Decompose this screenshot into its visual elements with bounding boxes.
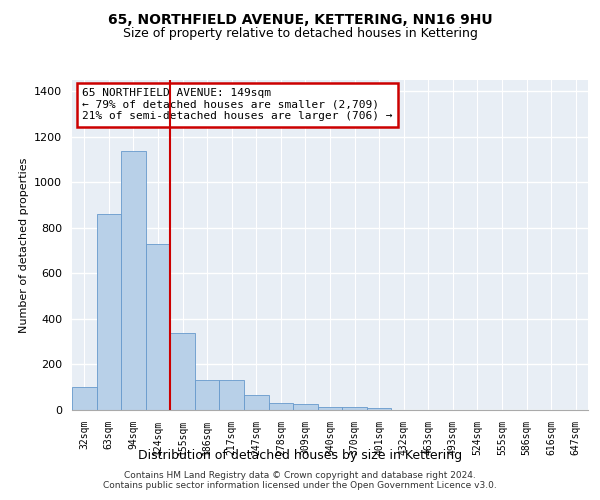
Text: Contains HM Land Registry data © Crown copyright and database right 2024.
Contai: Contains HM Land Registry data © Crown c…	[103, 470, 497, 490]
Bar	[269, 403, 293, 410]
Bar	[342, 406, 367, 410]
Bar	[293, 404, 318, 410]
Bar	[195, 380, 220, 410]
Bar	[244, 395, 269, 410]
Text: Distribution of detached houses by size in Kettering: Distribution of detached houses by size …	[138, 448, 462, 462]
Bar	[146, 244, 170, 410]
Bar	[318, 406, 342, 410]
Bar	[72, 387, 97, 410]
Bar	[170, 332, 195, 410]
Bar	[97, 214, 121, 410]
Text: 65 NORTHFIELD AVENUE: 149sqm
← 79% of detached houses are smaller (2,709)
21% of: 65 NORTHFIELD AVENUE: 149sqm ← 79% of de…	[82, 88, 393, 122]
Text: 65, NORTHFIELD AVENUE, KETTERING, NN16 9HU: 65, NORTHFIELD AVENUE, KETTERING, NN16 9…	[107, 12, 493, 26]
Bar	[121, 150, 146, 410]
Text: Size of property relative to detached houses in Kettering: Size of property relative to detached ho…	[122, 28, 478, 40]
Y-axis label: Number of detached properties: Number of detached properties	[19, 158, 29, 332]
Bar	[220, 380, 244, 410]
Bar	[367, 408, 391, 410]
